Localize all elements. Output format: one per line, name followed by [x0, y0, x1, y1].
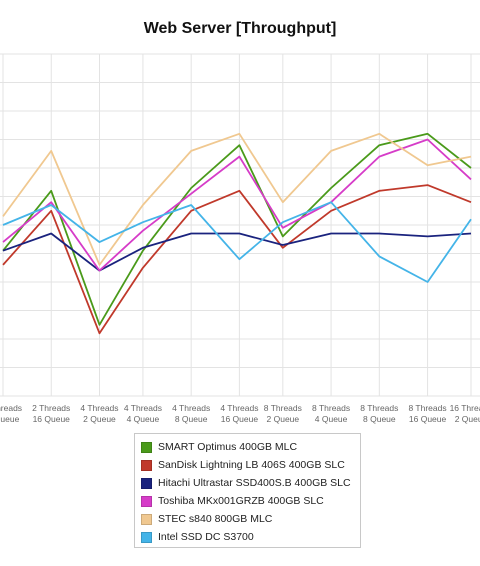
- legend-entry: Toshiba MKx001GRZB 400GB SLC: [141, 492, 360, 510]
- legend-swatch: [141, 477, 152, 489]
- x-tick-label: 8 Threads 4 Queue: [312, 403, 350, 424]
- x-tick-label: 4 Threads 2 Queue: [80, 403, 118, 424]
- legend-swatch: [141, 495, 152, 507]
- series-line-5: [2, 201, 472, 283]
- x-tick-label: 4 Threads 8 Queue: [172, 403, 210, 424]
- chart-title: Web Server [Throughput]: [143, 20, 337, 37]
- legend-swatch: [141, 513, 152, 525]
- grid-layer: [0, 53, 480, 397]
- series-line-1: [2, 184, 472, 335]
- legend-entry: Hitachi Ultrastar SSD400S.B 400GB SLC: [141, 474, 360, 492]
- legend-label: SanDisk Lightning LB 406S 400GB SLC: [158, 459, 345, 471]
- legend-label: STEC s840 800GB MLC: [158, 513, 273, 525]
- legend-label: Hitachi Ultrastar SSD400S.B 400GB SLC: [158, 477, 351, 489]
- x-tick-label: 4 Threads 16 Queue: [220, 403, 258, 424]
- legend-entry: STEC s840 800GB MLC: [141, 510, 360, 528]
- series-line-2: [2, 232, 472, 272]
- x-tick-label: 4 Threads 4 Queue: [124, 403, 162, 424]
- legend-entry: SMART Optimus 400GB MLC: [141, 438, 360, 456]
- x-tick-label: 8 Threads 2 Queue: [264, 403, 302, 424]
- legend-label: Toshiba MKx001GRZB 400GB SLC: [158, 495, 324, 507]
- series-line-3: [2, 138, 472, 272]
- legend-swatch: [141, 441, 152, 453]
- legend-label: SMART Optimus 400GB MLC: [158, 441, 298, 453]
- legend-entry: SanDisk Lightning LB 406S 400GB SLC: [141, 456, 360, 474]
- legend-entry: Intel SSD DC S3700: [141, 528, 360, 546]
- series-line-4: [2, 132, 472, 266]
- legend-swatch: [141, 531, 152, 543]
- legend-swatch: [141, 459, 152, 471]
- legend: SMART Optimus 400GB MLC SanDisk Lightning…: [134, 433, 361, 548]
- x-tick-label: 8 Threads 8 Queue: [360, 403, 398, 424]
- legend-label: Intel SSD DC S3700: [158, 531, 254, 543]
- series-line-0: [2, 132, 472, 326]
- series-layer: [2, 132, 472, 335]
- x-tick-label: 2 Threads 16 Queue: [32, 403, 70, 424]
- x-tick-label: 8 Threads 16 Queue: [409, 403, 447, 424]
